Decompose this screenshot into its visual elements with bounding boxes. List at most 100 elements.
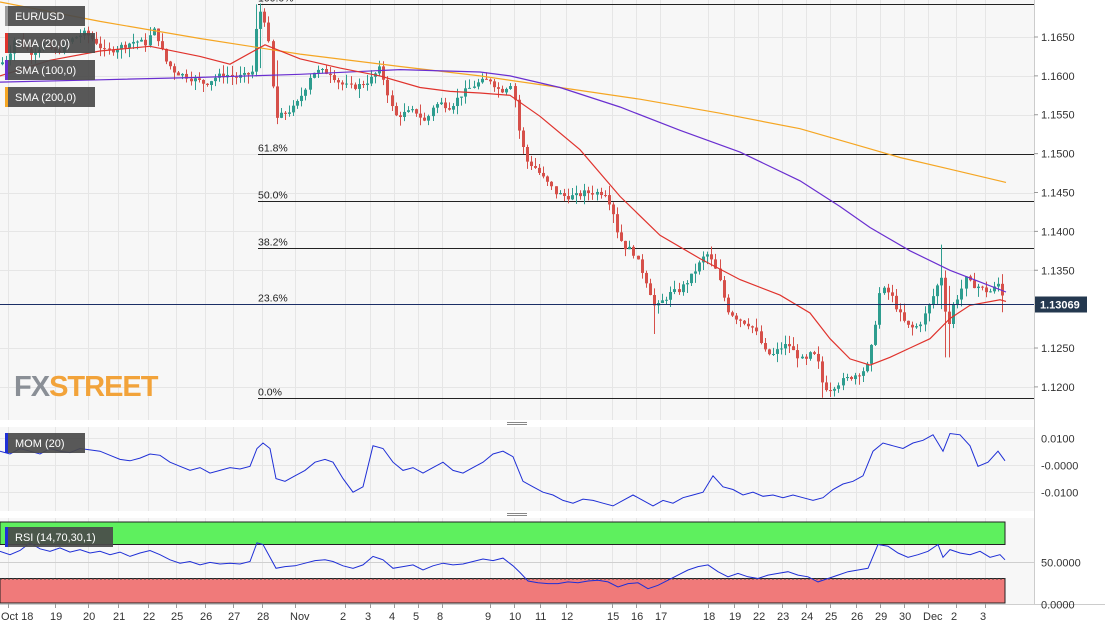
candle-body <box>509 86 512 89</box>
legend-rsi[interactable]: RSI (14,70,30,1) <box>5 527 113 547</box>
candle-body <box>345 83 348 85</box>
candle-body <box>784 344 787 349</box>
legend-sma20[interactable]: SMA (20,0) <box>5 33 95 53</box>
candle-body <box>878 293 881 325</box>
mom-panel: 0.0100 -0.0000 -0.0100 <box>0 432 1078 507</box>
candle-body <box>202 79 205 84</box>
candle-body <box>481 78 484 83</box>
candle-body <box>300 95 303 102</box>
candle-body <box>395 106 398 116</box>
candle-body <box>858 375 861 377</box>
candle-body <box>915 326 918 328</box>
candle-body <box>288 112 291 114</box>
time-axis-label: Oct 18 <box>1 611 33 623</box>
candle-body <box>317 69 320 73</box>
candle-body <box>559 193 562 195</box>
candle-body <box>743 320 746 324</box>
candle-body <box>616 214 619 233</box>
candle-body <box>210 81 213 85</box>
candle-body <box>391 95 394 107</box>
sma20-line <box>0 44 1007 366</box>
candle-body <box>850 376 853 380</box>
time-axis-label: 19 <box>729 611 741 623</box>
candle-body <box>973 280 976 289</box>
candle-body <box>34 52 37 55</box>
candle-body <box>214 77 217 82</box>
candle-body <box>825 382 828 391</box>
current-price-marker: 1.13069 <box>0 296 1087 313</box>
current-price-label: 1.13069 <box>1040 300 1080 312</box>
candle-body <box>997 283 1000 287</box>
candle-body <box>9 53 12 60</box>
candle-body <box>169 61 172 67</box>
time-axis-label: 25 <box>825 611 837 623</box>
candle-body <box>665 299 668 301</box>
candle-body <box>444 102 447 109</box>
candle-body <box>522 130 525 148</box>
panel-resize-handle-1[interactable] <box>0 420 1034 427</box>
candle-body <box>243 72 246 75</box>
candle-body <box>649 283 652 296</box>
time-axis-label: 20 <box>83 611 95 623</box>
candle-body <box>719 268 722 281</box>
candle-body <box>206 83 209 85</box>
candle-body <box>136 41 139 43</box>
candle-body <box>493 81 496 88</box>
time-axis-label: 25 <box>171 611 183 623</box>
candle-body <box>153 28 156 36</box>
candle-body <box>485 78 488 80</box>
candle-body <box>116 49 119 53</box>
candle-body <box>419 113 422 118</box>
legend-mom[interactable]: MOM (20) <box>5 433 85 453</box>
candle-body <box>267 22 270 42</box>
candle-body <box>518 99 521 131</box>
candle-body <box>764 343 767 350</box>
time-axis-label: 5 <box>413 611 419 623</box>
fxstreet-watermark: FXSTREET <box>14 371 160 403</box>
candle-body <box>550 181 553 187</box>
candle-body <box>751 326 754 328</box>
candle-body <box>883 287 886 294</box>
price-axis-label: 1.1350 <box>1041 265 1075 277</box>
candle-body <box>641 259 644 273</box>
candle-body <box>780 348 783 350</box>
time-axis-label: 26 <box>200 611 212 623</box>
current-price-label-bg <box>1035 296 1087 313</box>
candle-body <box>382 66 385 80</box>
candle-body <box>144 39 147 46</box>
candle-body <box>837 385 840 389</box>
rsi-line <box>0 542 1006 590</box>
candle-body <box>874 324 877 345</box>
price-axis-label: 1.1550 <box>1041 110 1075 122</box>
time-axis-label: 22 <box>143 611 155 623</box>
candle-body <box>436 104 439 108</box>
legend-sma200[interactable]: SMA (200,0) <box>5 87 95 107</box>
time-axis-label: 11 <box>535 611 546 623</box>
time-axis-label: 21 <box>113 611 125 623</box>
candle-body <box>378 66 381 74</box>
time-axis-label: 22 <box>753 611 765 623</box>
candle-body <box>333 75 336 81</box>
candle-body <box>194 78 197 82</box>
candle-body <box>661 300 664 304</box>
candle-body <box>304 89 307 96</box>
candle-body <box>247 72 250 75</box>
time-axis-label: Dec <box>923 611 943 623</box>
candle-body <box>255 28 258 72</box>
fib-level-label: 100.0% <box>258 0 294 5</box>
candle-body <box>567 196 570 200</box>
candle-body <box>678 289 681 293</box>
panel-resize-handle-2[interactable] <box>0 511 1034 518</box>
candle-body <box>341 82 344 85</box>
candle-body <box>796 350 799 359</box>
watermark-street: STREET <box>49 371 159 403</box>
time-axis-label: 10 <box>509 611 521 623</box>
legend-sma100[interactable]: SMA (100,0) <box>5 60 95 80</box>
candle-body <box>112 49 115 53</box>
candle-body <box>161 41 164 49</box>
legend-symbol[interactable]: EUR/USD <box>5 6 85 26</box>
time-axis-label: 16 <box>631 611 643 623</box>
candle-body <box>190 78 193 82</box>
candle-body <box>686 283 689 285</box>
